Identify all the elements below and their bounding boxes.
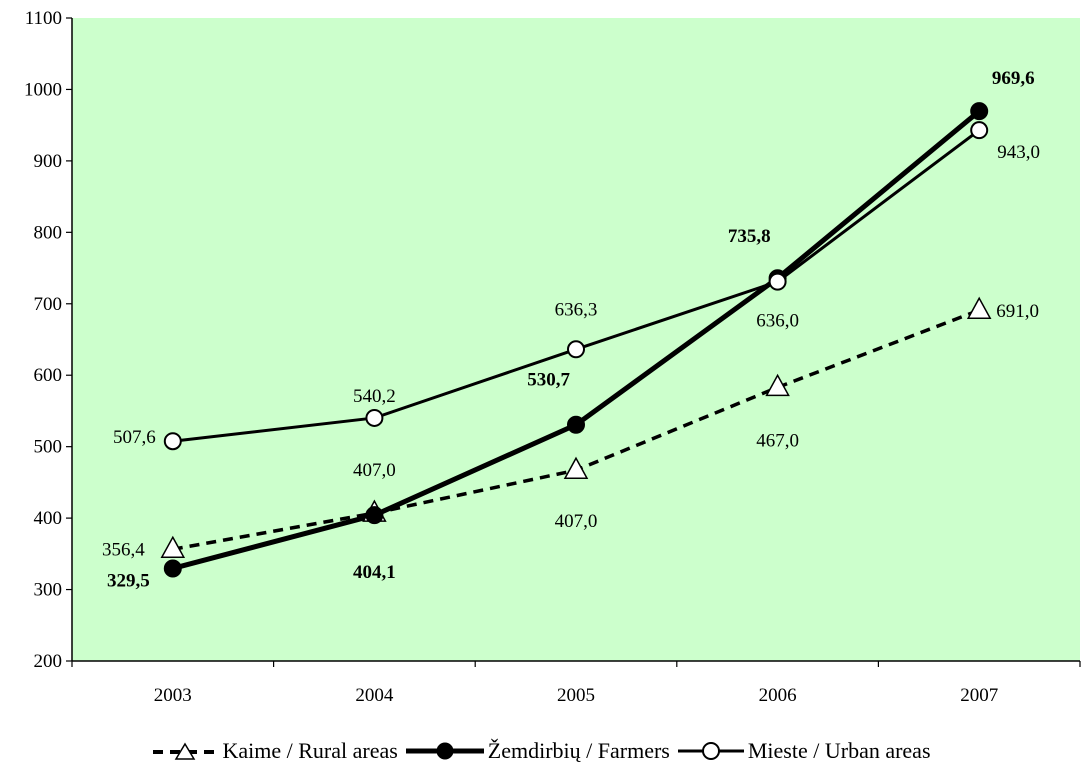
farmers-point [970,102,989,121]
data-label-series-1: 530,7 [527,370,570,391]
data-label-series-0: 467,0 [756,430,799,451]
data-label-series-0: 407,0 [555,511,598,532]
x-tick-label: 2004 [355,685,394,706]
axes: 200 300 400 500 600 700 800 900 1000 1100 2003 2004… [24,8,1081,706]
data-label-series-2: 636,0 [756,311,799,332]
data-label-series-0: 356,4 [102,539,145,560]
x-tick-label: 2006 [759,685,797,706]
legend-urban-label: Mieste / Urban areas [747,738,931,763]
urban-point [365,408,384,427]
farmers-point [365,506,384,525]
urban-point [768,272,787,291]
rural-point [160,535,186,559]
x-tick-label: 2005 [557,685,595,706]
farmers-point [163,559,182,578]
x-tick-label: 2003 [154,685,192,706]
legend-urban-swatch [677,742,744,760]
rural-point [563,456,589,479]
y-tick-label: 700 [34,294,63,315]
urban-point [970,121,989,140]
y-tick-label: 1000 [24,79,62,100]
legend-item-rural: Kaime / Rural areas [150,738,398,764]
plot-area [72,18,1080,661]
y-tick-label: 400 [34,508,63,529]
x-tick-label: 2007 [960,685,998,706]
data-label-series-2: 943,0 [997,142,1040,163]
legend-rural-label: Kaime / Rural areas [222,738,398,763]
legend-farmers-swatch [405,742,484,760]
urban-point [163,432,182,451]
rural-point [966,296,992,319]
legend: Kaime / Rural areas Žemdirbių / Farmers … [0,733,1081,769]
y-tick-label: 200 [34,651,63,672]
y-tick-label: 900 [34,151,63,172]
y-tick-label: 800 [34,222,63,243]
y-tick-label: 1100 [25,8,62,29]
y-tick-label: 500 [34,437,63,458]
data-labels: 356,4 407,0 407,0 467,0 691,0 329,5 404,1 530,7… [102,68,1040,591]
chart: 200 300 400 500 600 700 800 900 1000 1100 2003 2004… [24,8,1081,706]
data-label-series-0: 407,0 [353,460,396,481]
legend-rural-swatch [153,742,218,760]
legend-farmers-label: Žemdirbių / Farmers [487,738,670,763]
rural-point [765,373,790,397]
data-label-series-0: 691,0 [996,301,1039,322]
data-label-series-1: 969,6 [992,68,1035,89]
series-layer [160,102,992,578]
data-label-series-1: 404,1 [353,562,396,583]
y-tick-label: 600 [34,365,63,386]
data-label-series-2: 636,3 [555,299,598,320]
legend-item-farmers: Žemdirbių / Farmers [404,738,670,764]
data-label-series-2: 507,6 [113,427,156,448]
legend-item-urban: Mieste / Urban areas [676,738,931,764]
urban-point [567,340,585,359]
y-tick-label: 300 [34,580,63,601]
data-label-series-1: 329,5 [107,570,150,591]
data-label-series-1: 735,8 [728,226,771,247]
data-label-series-2: 540,2 [353,386,396,407]
farmers-point [567,415,585,434]
